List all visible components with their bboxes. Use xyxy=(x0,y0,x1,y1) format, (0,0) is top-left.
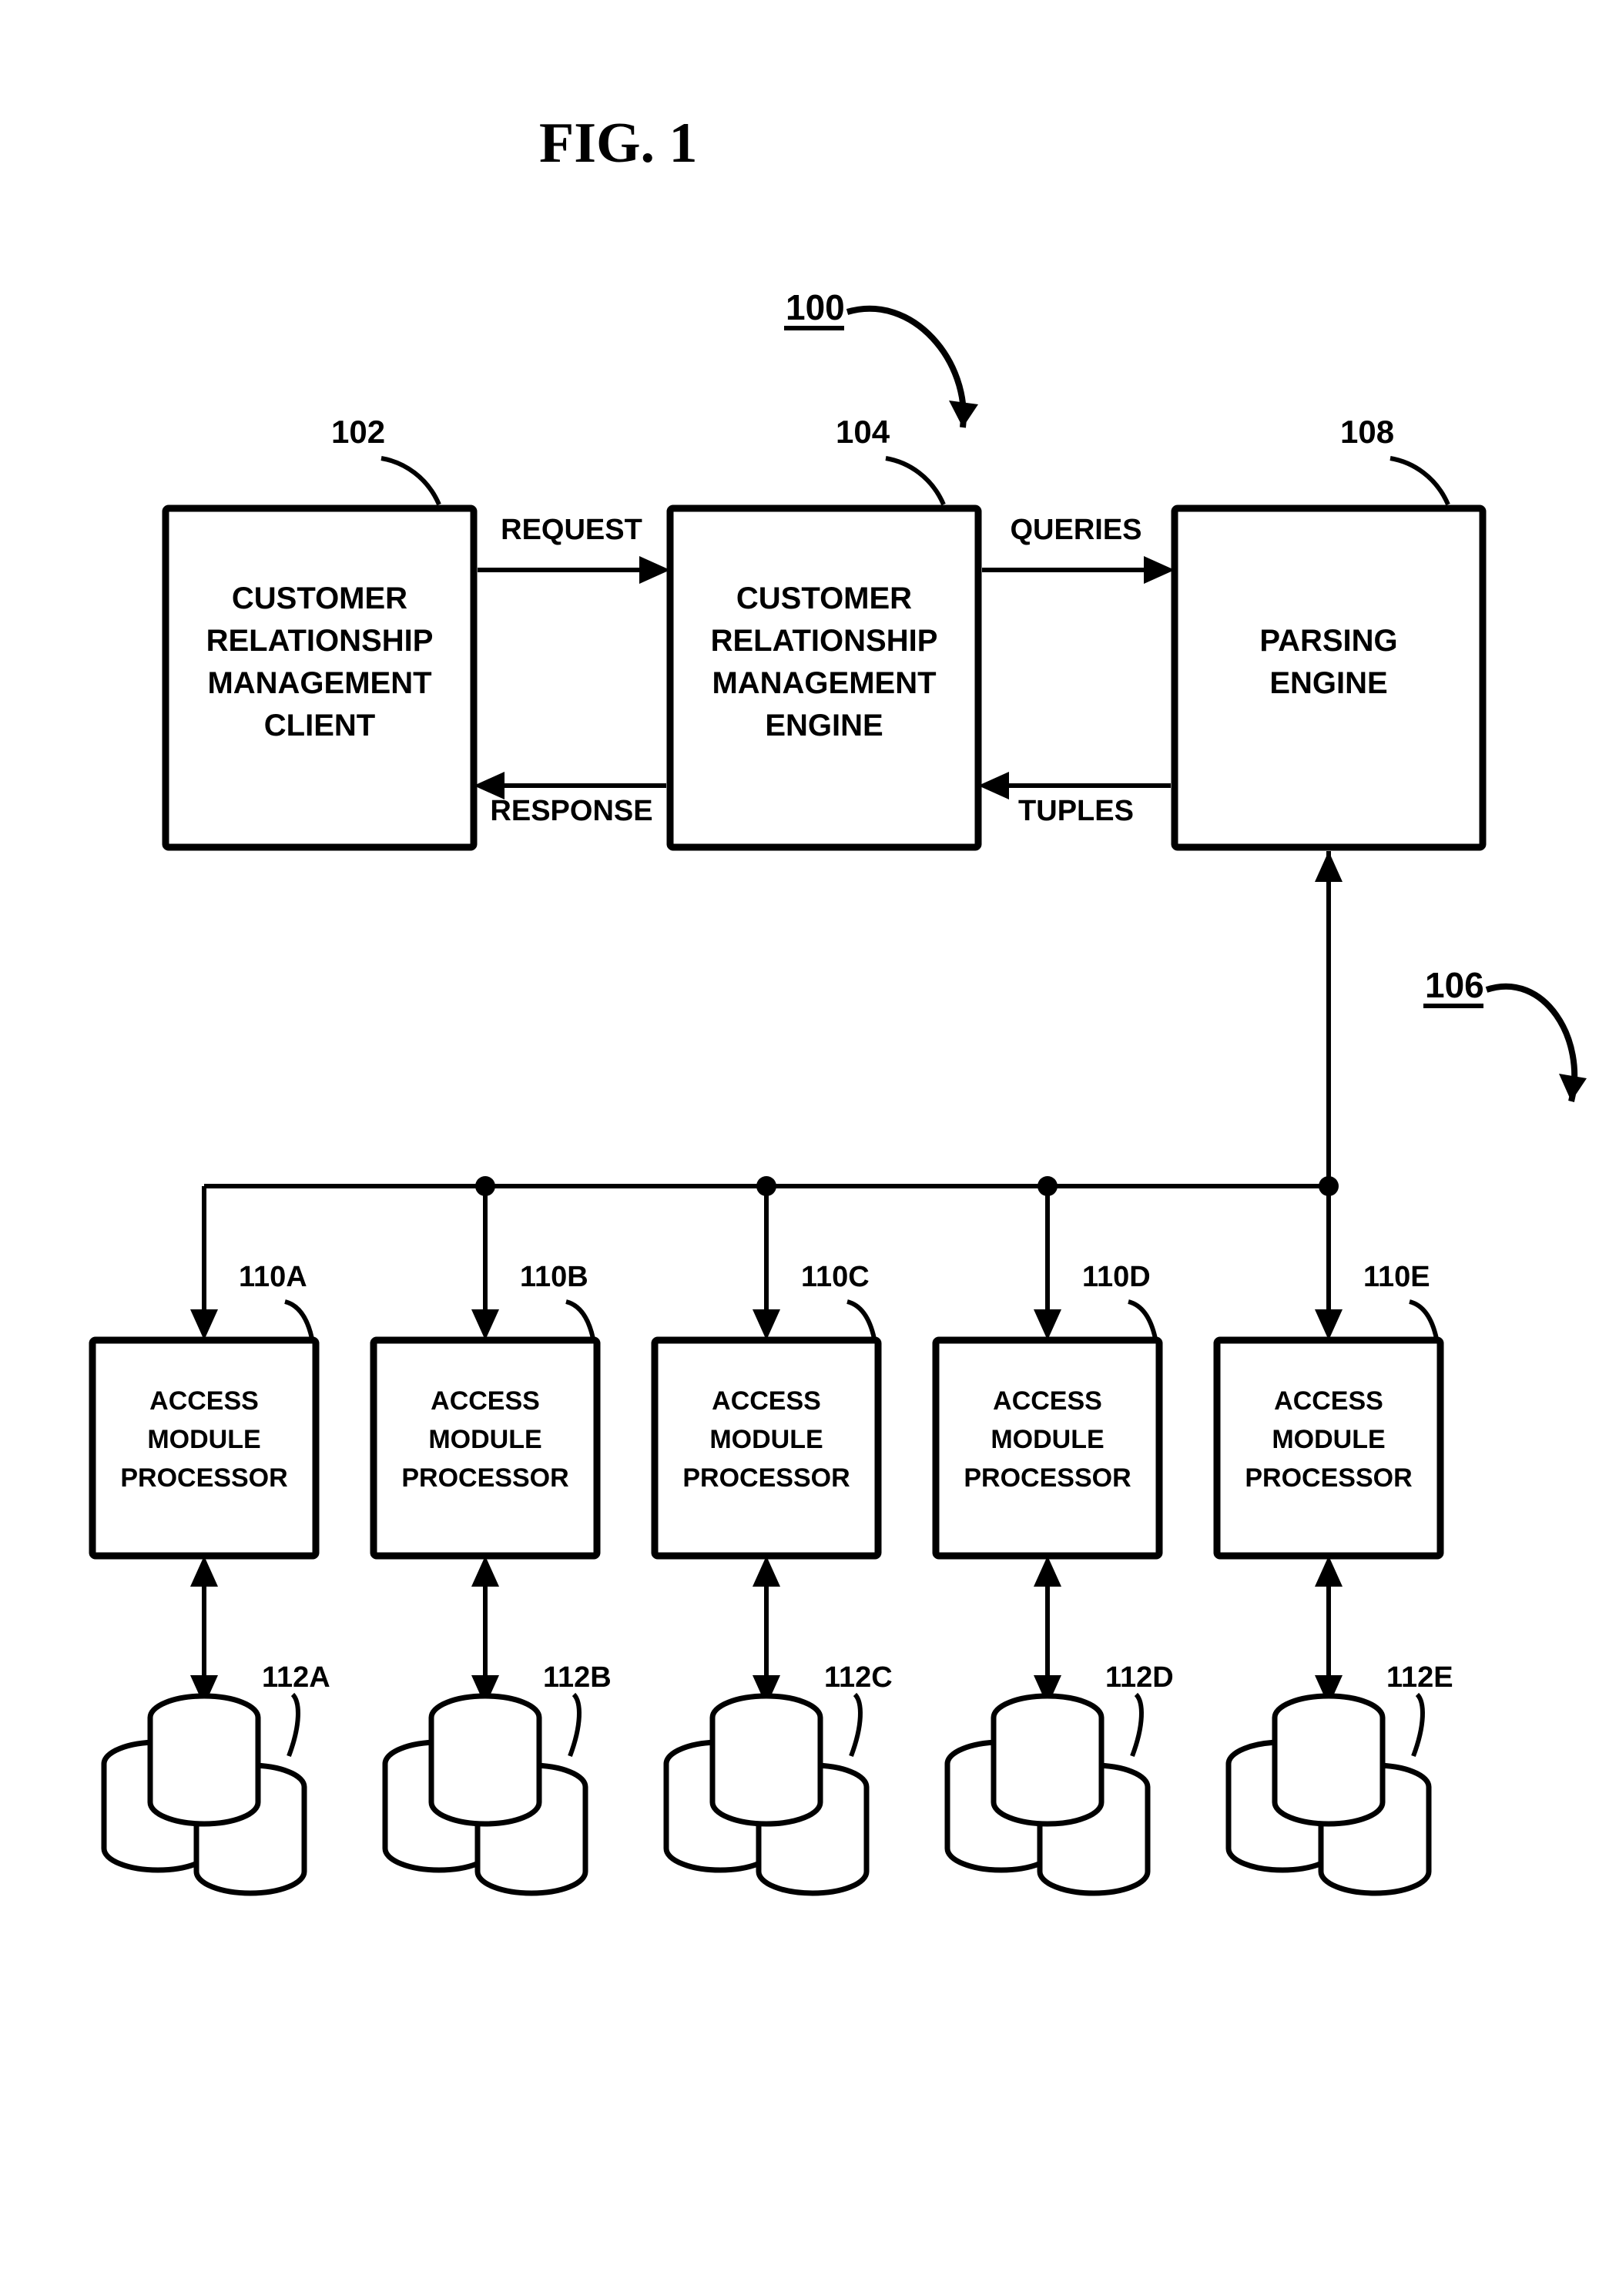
tuples-label: TUPLES xyxy=(1018,795,1134,827)
amp-c-leader xyxy=(847,1302,874,1339)
amp-b-line1: ACCESS xyxy=(431,1386,540,1416)
crm-engine-line3: MANAGEMENT xyxy=(712,666,936,700)
queries-arrow-head xyxy=(1144,556,1175,584)
crm-engine-line1: CUSTOMER xyxy=(736,582,912,615)
amp-e-line1: ACCESS xyxy=(1274,1386,1383,1416)
crm-engine-ref: 104 xyxy=(836,414,890,450)
system-ref-swoop xyxy=(847,309,964,427)
parsing-ref: 108 xyxy=(1340,414,1394,450)
request-label: REQUEST xyxy=(501,514,642,546)
parsing-engine-block: PARSING ENGINE xyxy=(1175,508,1483,847)
crm-client-block: CUSTOMER RELATIONSHIP MANAGEMENT CLIENT xyxy=(166,508,474,847)
amp-e-ref: 110E xyxy=(1363,1261,1430,1293)
amp-a-ref: 110A xyxy=(239,1261,307,1293)
storage-d xyxy=(947,1696,1148,1893)
amp-e-line2: MODULE xyxy=(1272,1425,1385,1454)
storage-b-leader xyxy=(570,1694,579,1756)
storage-a-leader xyxy=(289,1694,298,1756)
bus-drop-head-up xyxy=(1315,851,1343,882)
amp-a-line2: MODULE xyxy=(147,1425,260,1454)
subsystem-ref-swoop xyxy=(1487,987,1574,1101)
crm-engine-leader xyxy=(886,458,944,504)
parsing-line2: ENGINE xyxy=(1269,666,1387,700)
figure-1-diagram: FIG. 1 100 106 CUSTOMER RELATIONSHIP MAN… xyxy=(0,0,1599,2296)
storage-e-ref: 112E xyxy=(1386,1661,1453,1694)
queries-label: QUERIES xyxy=(1010,514,1141,546)
storage-c xyxy=(666,1696,867,1893)
amp-b-ref: 110B xyxy=(520,1261,588,1293)
amp-d: ACCESS MODULE PROCESSOR xyxy=(936,1340,1159,1556)
bus-taps xyxy=(190,1176,1343,1340)
amp-a: ACCESS MODULE PROCESSOR xyxy=(92,1340,316,1556)
amp-c-line1: ACCESS xyxy=(712,1386,821,1416)
storage-a xyxy=(104,1696,304,1893)
response-label: RESPONSE xyxy=(490,795,652,827)
storage-b xyxy=(385,1696,585,1893)
amp-d-leader xyxy=(1128,1302,1155,1339)
amp-c-ref: 110C xyxy=(801,1261,870,1293)
amp-e-line3: PROCESSOR xyxy=(1245,1463,1412,1493)
amp-d-line3: PROCESSOR xyxy=(964,1463,1131,1493)
subsystem-ref-106: 106 xyxy=(1425,965,1484,1005)
system-ref-swoop-head xyxy=(949,401,978,427)
amp-c: ACCESS MODULE PROCESSOR xyxy=(655,1340,878,1556)
storage-a-ref: 112A xyxy=(262,1661,330,1694)
crm-client-line1: CUSTOMER xyxy=(232,582,407,615)
amp-a-line1: ACCESS xyxy=(149,1386,259,1416)
crm-client-line4: CLIENT xyxy=(264,709,375,742)
parsing-leader xyxy=(1390,458,1448,504)
storage-d-ref: 112D xyxy=(1105,1661,1174,1694)
amp-a-leader xyxy=(285,1302,312,1339)
crm-client-ref: 102 xyxy=(331,414,385,450)
amp-b: ACCESS MODULE PROCESSOR xyxy=(374,1340,597,1556)
parsing-line1: PARSING xyxy=(1259,624,1397,658)
amp-b-line2: MODULE xyxy=(428,1425,541,1454)
crm-engine-line4: ENGINE xyxy=(765,709,883,742)
storage-e xyxy=(1229,1696,1429,1893)
figure-title: FIG. 1 xyxy=(539,112,698,175)
amp-d-line1: ACCESS xyxy=(993,1386,1102,1416)
amp-d-ref: 110D xyxy=(1082,1261,1151,1293)
crm-client-line3: MANAGEMENT xyxy=(207,666,431,700)
amp-b-leader xyxy=(566,1302,593,1339)
crm-client-line2: RELATIONSHIP xyxy=(206,624,434,658)
amp-e-leader xyxy=(1410,1302,1436,1339)
crm-engine-line2: RELATIONSHIP xyxy=(711,624,938,658)
subsystem-ref-swoop-head xyxy=(1559,1074,1587,1101)
storage-b-ref: 112B xyxy=(543,1661,612,1694)
system-ref-100: 100 xyxy=(786,287,845,327)
storage-c-leader xyxy=(851,1694,860,1756)
crm-client-leader xyxy=(381,458,439,504)
amp-c-line2: MODULE xyxy=(709,1425,823,1454)
amp-a-line3: PROCESSOR xyxy=(120,1463,287,1493)
request-arrow-head xyxy=(639,556,670,584)
crm-engine-block: CUSTOMER RELATIONSHIP MANAGEMENT ENGINE xyxy=(670,508,978,847)
response-arrow-head xyxy=(474,772,505,799)
amp-b-line3: PROCESSOR xyxy=(401,1463,568,1493)
storage-c-ref: 112C xyxy=(824,1661,893,1694)
amp-e: ACCESS MODULE PROCESSOR xyxy=(1217,1340,1440,1556)
amp-d-line2: MODULE xyxy=(991,1425,1104,1454)
tuples-arrow-head xyxy=(978,772,1009,799)
amp-c-line3: PROCESSOR xyxy=(682,1463,850,1493)
storage-e-leader xyxy=(1413,1694,1423,1756)
storage-d-leader xyxy=(1132,1694,1141,1756)
